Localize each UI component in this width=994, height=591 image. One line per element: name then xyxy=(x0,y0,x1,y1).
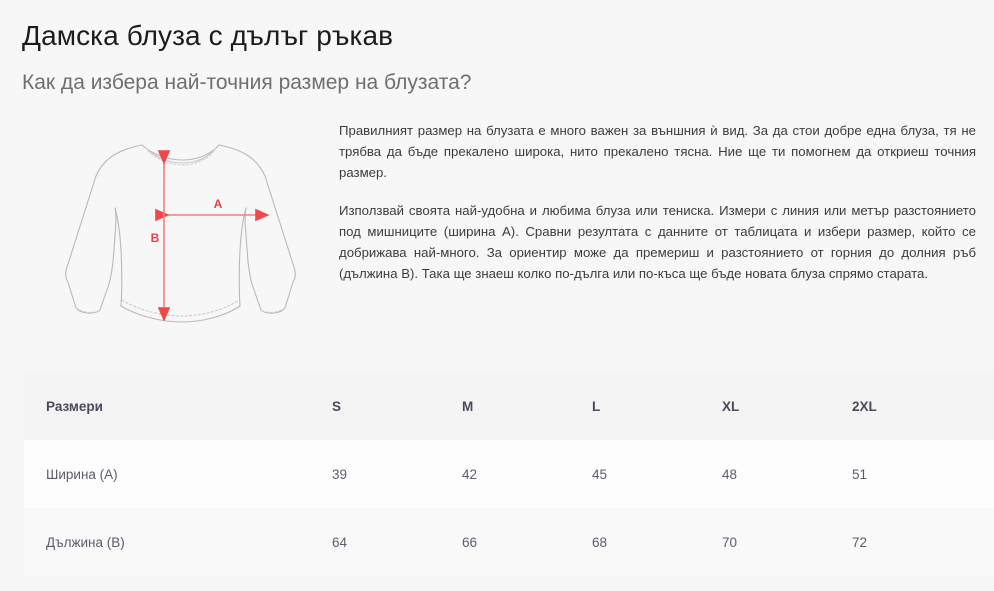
length-value-s: 64 xyxy=(332,534,348,550)
row-label-width: Ширина (A) xyxy=(46,466,118,482)
blouse-illustration-svg xyxy=(65,144,296,323)
length-value-l: 68 xyxy=(592,534,608,550)
width-value-s: 39 xyxy=(332,466,348,482)
intro-section: A B Правилният размер на блузата е много… xyxy=(0,114,994,354)
header-size-2xl: 2XL xyxy=(852,398,877,414)
header-size-s: S xyxy=(332,398,342,414)
page-subtitle: Как да избера най-точния размер на блуза… xyxy=(22,71,472,94)
length-arrow-label: B xyxy=(151,231,160,245)
size-chart-body: Ширина (A) 39 42 45 48 51 Дължина (B) 64… xyxy=(24,440,994,576)
header-size-m: M xyxy=(462,398,474,414)
length-value-2xl: 72 xyxy=(852,534,868,550)
page-title: Дамска блуза с дълъг ръкав xyxy=(22,20,394,51)
table-row: Ширина (A) 39 42 45 48 51 xyxy=(24,440,994,508)
table-header-row: Размери S M L XL 2XL xyxy=(24,372,994,440)
width-value-l: 45 xyxy=(592,466,608,482)
row-label-length: Дължина (B) xyxy=(46,534,125,550)
size-chart-header: Размери S M L XL 2XL xyxy=(24,372,994,440)
width-value-2xl: 51 xyxy=(852,466,868,482)
width-value-xl: 48 xyxy=(722,466,738,482)
intro-copy: Правилният размер на блузата е много важ… xyxy=(339,120,976,284)
measurement-arrows-svg: A B xyxy=(151,150,270,322)
blouse-measurement-figure: A B xyxy=(36,122,308,340)
size-chart-table: Размери S M L XL 2XL Ширина (A) 39 42 45… xyxy=(24,372,994,576)
width-arrow-label: A xyxy=(214,197,223,211)
length-value-xl: 70 xyxy=(722,534,738,550)
length-value-m: 66 xyxy=(462,534,478,550)
header-measure: Размери xyxy=(46,398,103,414)
intro-paragraph-2: Използвай своята най-удобна и любима блу… xyxy=(339,203,976,281)
width-value-m: 42 xyxy=(462,466,478,482)
header-size-xl: XL xyxy=(722,398,740,414)
header-size-l: L xyxy=(592,398,601,414)
table-row: Дължина (B) 64 66 68 70 72 xyxy=(24,508,994,576)
intro-paragraph-1: Правилният размер на блузата е много важ… xyxy=(339,123,976,180)
